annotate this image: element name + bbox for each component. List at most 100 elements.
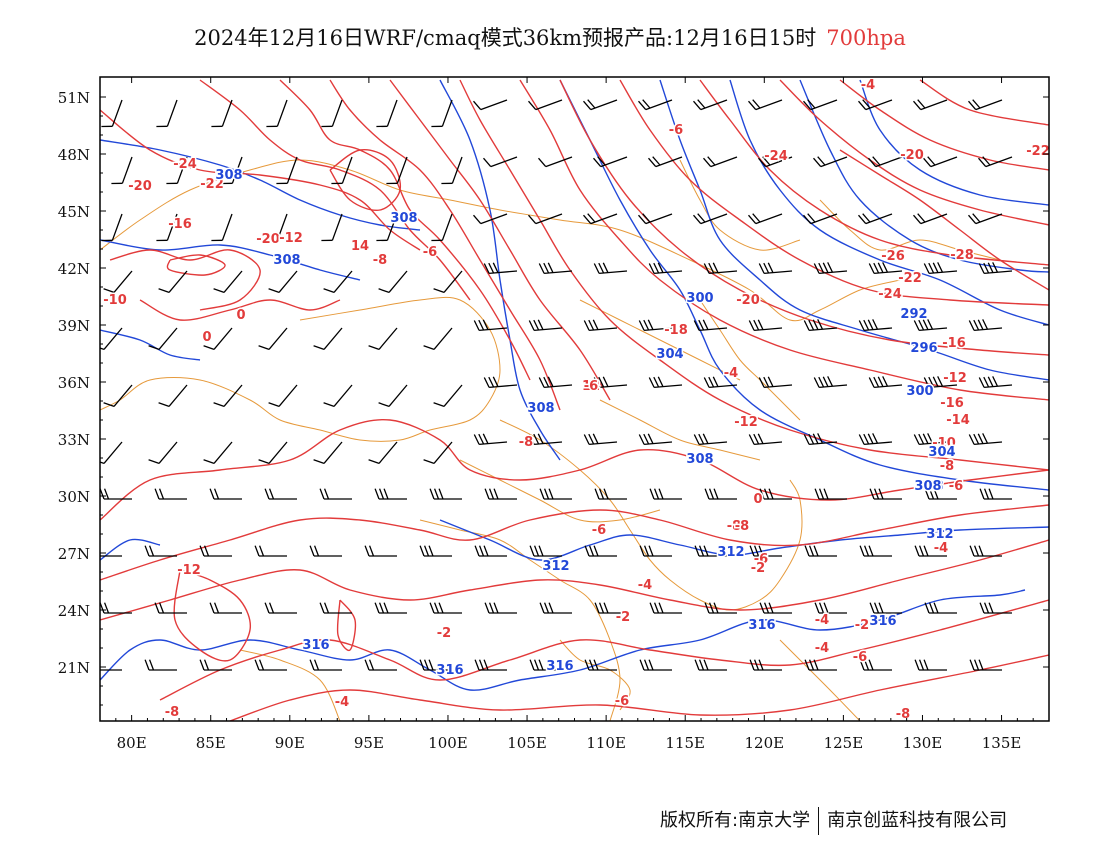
wind-barb <box>704 602 737 614</box>
wind-barb <box>484 488 517 500</box>
wind-barb <box>474 545 507 557</box>
height-label: 316 <box>748 618 775 633</box>
wind-barb <box>313 327 343 351</box>
temperature-label: -22 <box>200 177 224 192</box>
wind-barb <box>748 213 783 225</box>
temperature-isotherm <box>173 569 252 662</box>
wind-barb <box>100 669 122 671</box>
temperature-label: -16 <box>168 217 192 232</box>
temperature-label: -20 <box>256 232 280 247</box>
wind-barb <box>100 602 132 614</box>
wind-barb <box>429 488 462 500</box>
wind-barb <box>968 99 1003 111</box>
copyright-university: 版权所有:南京大学 <box>660 810 811 831</box>
lat-tick-label: 33N <box>58 431 90 449</box>
wind-barb <box>364 545 397 557</box>
wind-barb <box>156 213 178 242</box>
province-boundary <box>239 649 341 721</box>
wind-barb <box>429 602 462 614</box>
height-label: 300 <box>686 291 713 306</box>
wind-barb <box>583 319 618 332</box>
height-label: 308 <box>527 401 554 416</box>
wind-barb <box>968 319 1003 332</box>
wind-barb <box>368 327 398 351</box>
wind-barb <box>209 488 242 500</box>
wind-barb <box>433 270 463 294</box>
title-pressure-level: 700hpa <box>826 26 906 50</box>
lon-tick-label: 125E <box>824 734 864 752</box>
copyright-footer: 版权所有:南京大学 南京创蓝科技有限公司 <box>660 806 1007 835</box>
height-contour <box>729 79 1049 326</box>
wind-barb <box>100 488 132 500</box>
wind-barb <box>473 433 508 446</box>
wind-barb <box>474 659 507 671</box>
wind-barb <box>969 659 1002 671</box>
wind-barb <box>923 156 958 168</box>
temperature-isotherm <box>329 79 561 411</box>
wind-barb <box>639 545 672 557</box>
temperature-label: -4 <box>724 366 738 381</box>
wind-barb <box>923 262 958 275</box>
wind-barb <box>923 376 958 389</box>
wind-barb <box>323 384 353 408</box>
temperature-isotherm <box>100 109 421 251</box>
temperature-isotherm <box>459 79 1049 471</box>
temperature-isotherm <box>389 79 611 401</box>
wind-barb <box>254 545 287 557</box>
temperature-label: -20 <box>128 179 152 194</box>
temperature-label: 0 <box>753 492 762 507</box>
temperature-label: 0 <box>236 308 245 323</box>
wind-barb <box>924 488 957 500</box>
temperature-label: -26 <box>881 249 905 264</box>
height-contour <box>559 79 1049 491</box>
wind-barb <box>156 99 178 128</box>
height-contour <box>100 239 361 281</box>
wind-barb <box>323 270 353 294</box>
wind-barb <box>529 659 562 671</box>
lat-tick-label: 51N <box>58 89 90 107</box>
temperature-isotherm <box>336 599 357 652</box>
wind-barb <box>693 319 728 332</box>
wind-barb <box>254 659 287 671</box>
temperature-isotherm <box>919 79 1049 126</box>
wind-barb <box>978 156 1013 168</box>
height-contour <box>439 519 1049 561</box>
temperature-isotherm <box>279 79 531 381</box>
wind-barb <box>203 441 233 465</box>
wind-barb <box>969 545 1002 557</box>
wind-barb <box>441 156 463 185</box>
temperature-isotherm <box>166 254 226 276</box>
wind-barb <box>593 156 628 168</box>
wind-barb <box>539 602 572 614</box>
temperature-label: -4 <box>335 695 349 710</box>
lon-tick-label: 115E <box>665 734 705 752</box>
wind-barbs <box>100 99 1013 671</box>
province-boundary <box>499 419 803 611</box>
temperature-label: -6 <box>669 123 683 138</box>
height-label: 296 <box>928 445 955 460</box>
temperature-isotherm <box>100 418 1049 521</box>
temperature-isotherm <box>329 148 402 212</box>
wind-barb <box>483 156 518 168</box>
lat-tick-label: 36N <box>58 374 90 392</box>
wind-barb <box>693 433 728 446</box>
temperature-label: -8 <box>940 459 954 474</box>
wind-barb <box>258 327 288 351</box>
wind-barb <box>419 659 452 671</box>
province-boundary <box>779 639 861 721</box>
wind-barb <box>803 99 838 111</box>
temperature-label: -6 <box>754 552 768 567</box>
temperature-isotherm <box>229 654 1049 721</box>
wind-barb <box>583 99 618 111</box>
wind-barb <box>374 602 407 614</box>
height-contour <box>100 538 161 561</box>
province-boundary <box>679 159 801 251</box>
wind-barb <box>309 545 342 557</box>
map-axes: 51N 48N 45N 42N 39N 36N 33N 30N 27N 24N 21N 80E 85E 9… <box>58 77 1050 752</box>
temperature-label: -20 <box>900 148 924 163</box>
temperature-label: -12 <box>734 415 758 430</box>
wind-barb <box>978 262 1013 275</box>
title-main: 2024年12月16日WRF/cmaq模式36km预报产品:12月16日15时 <box>194 26 817 50</box>
height-label: 304 <box>928 445 955 460</box>
lat-tick-label: 24N <box>58 602 90 620</box>
